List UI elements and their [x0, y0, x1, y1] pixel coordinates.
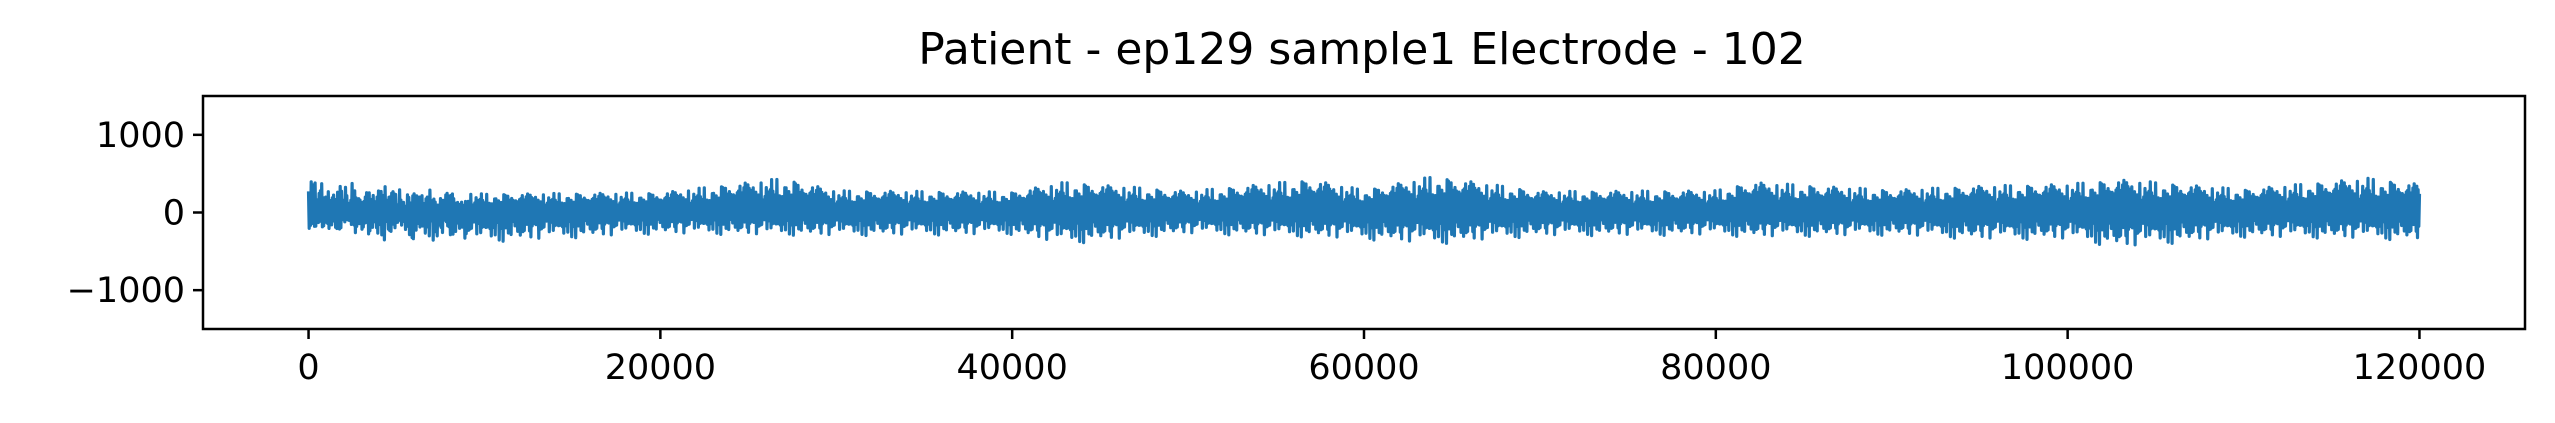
chart-title: Patient - ep129 sample1 Electrode - 102 — [918, 24, 1805, 75]
x-tick-label: 120000 — [2353, 348, 2487, 388]
y-tick-label: 1000 — [96, 116, 185, 156]
x-tick-label: 100000 — [2001, 348, 2135, 388]
y-tick-label: −1000 — [67, 271, 185, 311]
x-tick-label: 80000 — [1660, 348, 1771, 388]
x-tick-label: 0 — [297, 348, 319, 388]
x-tick-label: 40000 — [957, 348, 1068, 388]
y-tick-label: 0 — [163, 194, 185, 234]
x-tick-label: 20000 — [605, 348, 716, 388]
y-axis: 1000 0 −1000 — [67, 116, 203, 311]
x-axis: 0 20000 40000 60000 80000 100000 120000 — [297, 329, 2486, 388]
signal-trace — [306, 176, 2422, 247]
signal-line — [306, 176, 2422, 247]
x-tick-label: 60000 — [1308, 348, 1419, 388]
